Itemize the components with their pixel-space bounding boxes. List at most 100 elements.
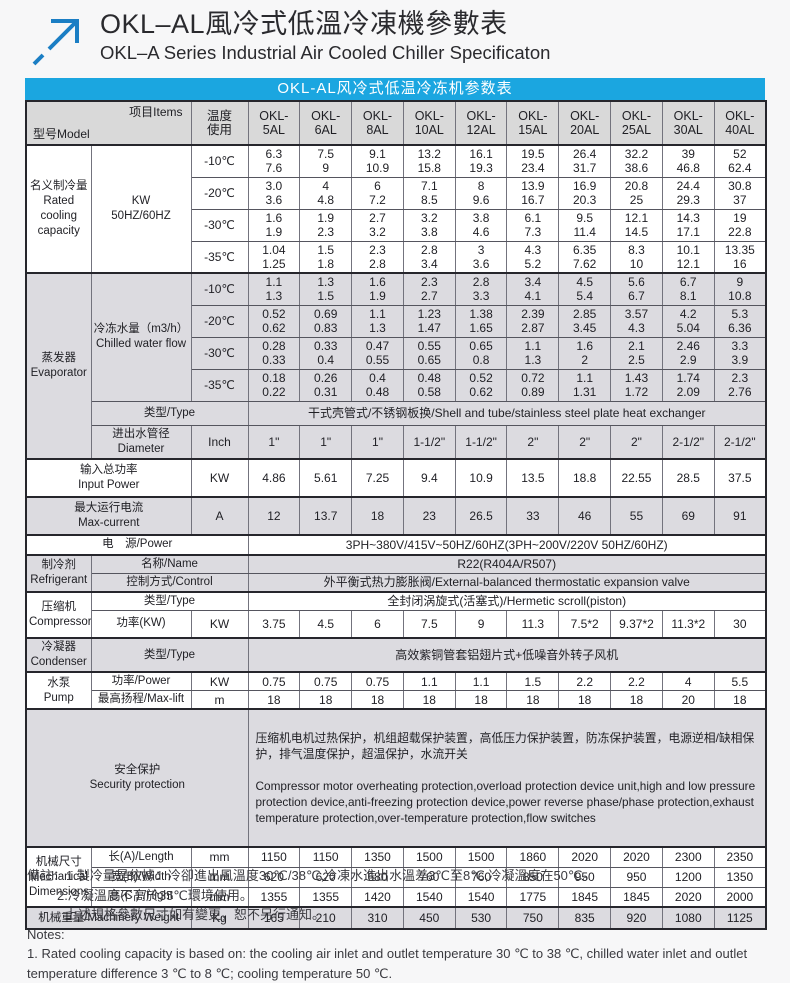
table-cell: 1080 — [661, 906, 715, 930]
table-cell: 1" — [351, 424, 404, 459]
table-cell: 3.8 4.6 — [454, 208, 508, 242]
table-cell: 750 — [506, 906, 560, 930]
table-cell: 18 — [402, 690, 456, 710]
table-cell: 530 — [454, 906, 508, 930]
arrow-logo-icon — [32, 19, 79, 66]
table-cell: 1.6 2 — [558, 336, 612, 370]
table-cell: 2350 — [713, 846, 767, 868]
spec-table: 型号Model 项目Items 温度 使用 OKL- 5AL OKL- 6AL OK… — [25, 100, 767, 930]
table-cell: 19.5 23.4 — [506, 144, 560, 178]
table-cell: 1355 — [247, 886, 301, 908]
table-cell: 7.25 — [351, 457, 404, 497]
table-cell: 3.0 3.6 — [247, 176, 301, 210]
table-cell: 1.1 1.3 — [506, 336, 560, 370]
table-cell: 2.85 3.45 — [558, 304, 612, 338]
weight-row: 机械重量/Machinery Weight Kg 165 210 310 450 530… — [25, 906, 767, 930]
table-cell: 2" — [506, 424, 560, 459]
table-cell: 13.5 — [506, 457, 560, 497]
table-cell: 18 — [506, 690, 560, 710]
table-cell: 7.5*2 — [558, 609, 612, 639]
temp-label: -30℃ — [190, 208, 249, 242]
page-header: OKL–AL風冷式低溫冷凍機參數表 OKL–A Series Industria… — [30, 8, 550, 66]
table-cell: 1775 — [506, 886, 560, 908]
table-cell: 1.5 1.8 — [299, 240, 353, 274]
power-supply-value: 3PH~380V/415V~50HZ/60HZ(3PH~200V/220V 50… — [247, 533, 767, 555]
capacity-unit: KW 50HZ/60HZ — [90, 144, 192, 274]
table-cell: 8.3 10 — [610, 240, 663, 274]
mechanical-label: 机械尺寸 Mechanical Dimensions — [25, 846, 92, 908]
pump-power-row: 水泵 Pump 功率/Power KW 0.75 0.75 0.75 1.1 1.1 1.… — [25, 671, 767, 710]
compressor-label: 压缩机 Compressor — [25, 590, 92, 639]
table-cell: 7.5 9 — [299, 144, 353, 178]
table-cell: 920 — [610, 906, 663, 930]
table-cell: 4.5 — [299, 609, 353, 639]
table-cell: 9 10.8 — [713, 272, 767, 306]
table-cell: 12 — [247, 495, 301, 535]
table-cell: 23 — [402, 495, 456, 535]
table-cell: 6 7.2 — [351, 176, 404, 210]
mech-length-row: 机械尺寸 Mechanical Dimensions 长(A)/Length m… — [25, 846, 767, 908]
table-cell: 4.5 5.4 — [558, 272, 612, 306]
table-cell: 2.1 2.5 — [610, 336, 663, 370]
table-cell: OKL- 8AL — [351, 100, 404, 146]
table-cell: 0.72 0.89 — [506, 368, 560, 402]
table-cell: 1350 — [351, 846, 404, 868]
table-cell: 2-1/2" — [713, 424, 767, 459]
table-cell: 165 — [247, 906, 301, 930]
table-cell: 2.39 2.87 — [506, 304, 560, 338]
table-cell: 4.86 — [247, 457, 301, 497]
notes: 備註：1.製冷量是依據：冷卻進出風溫度30℃/38℃,冷凍水進出水溫差3℃至8℃… — [27, 866, 767, 983]
table-row: -35℃ 1.04 1.25 1.5 1.8 2.3 2.8 2.8 3.4 3 3.6… — [26, 240, 767, 274]
table-cell: OKL- 5AL — [247, 100, 301, 146]
table-cell: 26.4 31.7 — [558, 144, 612, 178]
table-cell: 6.7 8.1 — [661, 272, 715, 306]
table-cell: 2020 — [610, 846, 663, 868]
table-cell: 24.4 29.3 — [661, 176, 715, 210]
table-cell: 2" — [558, 424, 612, 459]
input-power-label: 输入总功率 Input Power — [25, 457, 192, 497]
table-cell: 7.5 — [402, 609, 456, 639]
table-cell: 1.74 2.09 — [661, 368, 715, 402]
table-cell: 1355 — [299, 886, 353, 908]
table-row: -20℃ 0.52 0.62 0.69 0.83 1.1 1.3 1.23 1.47 1… — [26, 304, 767, 338]
table-cell: 28.5 — [661, 457, 715, 497]
pump-lift-unit: m — [190, 690, 249, 710]
table-cell: 620 — [299, 866, 353, 888]
table-cell: 0.75 — [299, 671, 353, 691]
table-row: 蒸发器 Evaporator 冷冻水量（m3/h） Chilled water … — [25, 272, 767, 459]
table-cell: OKL- 6AL — [299, 100, 353, 146]
table-cell: 1.1 1.3 — [247, 272, 301, 306]
table-cell: 1-1/2" — [402, 424, 456, 459]
page-title-zh: OKL–AL風冷式低溫冷凍機參數表 — [100, 9, 508, 39]
corner-model-label: 型号Model — [33, 127, 90, 141]
table-cell: 18 — [713, 690, 767, 710]
table-cell: 91 — [713, 495, 767, 535]
table-cell: 2.8 3.3 — [454, 272, 508, 306]
diameter-row: 进出水管径 Diameter Inch 1" 1" 1" 1-1/2" 1-1/2" 2"… — [26, 424, 767, 459]
temp-label: -35℃ — [190, 368, 249, 402]
table-cell: 1860 — [506, 846, 560, 868]
table-row: -35℃ 0.18 0.22 0.26 0.31 0.4 0.48 0.48 0.58… — [26, 368, 767, 402]
table-cell: 9.37*2 — [610, 609, 663, 639]
table-cell: 1125 — [713, 906, 767, 930]
table-cell: 18 — [299, 690, 353, 710]
table-cell: 2.2 — [558, 671, 612, 691]
table-cell: 9.1 10.9 — [351, 144, 404, 178]
compressor-type-row: 压缩机 Compressor 类型/Type 全封闭涡旋式(活塞式)/Herme… — [25, 590, 767, 639]
security-value-zh: 压缩机电机过热保护，机组超载保护装置，高低压力保护装置，防冻保护装置，电源逆相/… — [255, 731, 755, 761]
table-cell: 2-1/2" — [661, 424, 715, 459]
table-cell: 5.6 6.7 — [610, 272, 663, 306]
diameter-unit: Inch — [190, 424, 249, 459]
refrigerant-label: 制冷剂 Refrigerant — [25, 553, 92, 592]
table-cell: 0.18 0.22 — [247, 368, 301, 402]
table-banner: OKL-AL风冷式低温冷冻机参数表 — [25, 78, 765, 100]
table-cell: 9.4 — [402, 457, 456, 497]
table-cell: 11.3 — [506, 609, 560, 639]
table-cell: 9.5 11.4 — [558, 208, 612, 242]
input-power-row: 输入总功率 Input Power KW 4.86 5.61 7.25 9.4 10.9… — [25, 457, 767, 497]
table-cell: 26.5 — [454, 495, 508, 535]
table-cell: 37.5 — [713, 457, 767, 497]
page: { "page": { "title_zh": "OKL–AL風冷式低溫冷凍機參… — [25, 8, 767, 981]
max-current-unit: A — [190, 495, 249, 535]
table-cell: 0.48 0.58 — [402, 368, 456, 402]
